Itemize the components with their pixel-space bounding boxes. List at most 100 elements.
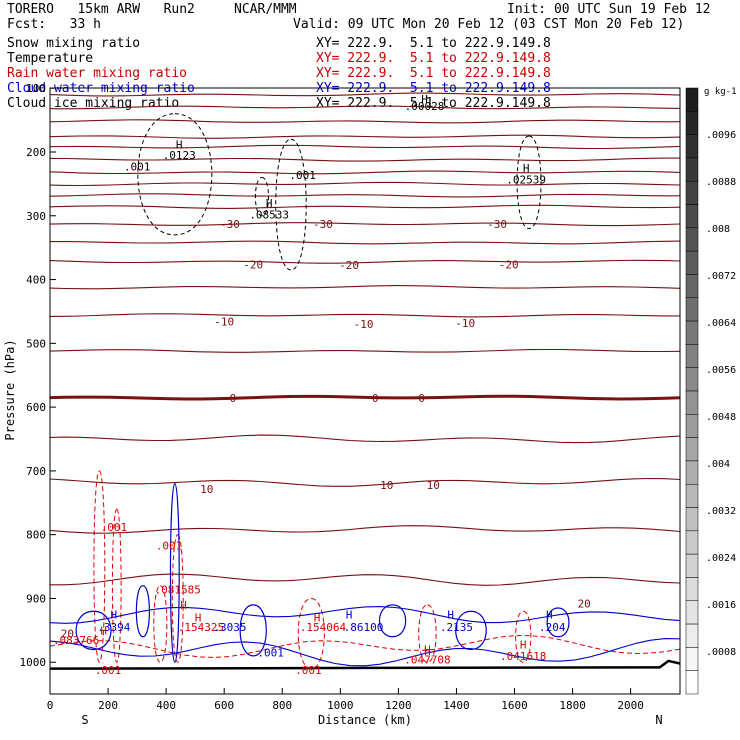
isotherm-line bbox=[49, 193, 680, 198]
rain-label: H bbox=[100, 624, 107, 637]
cloud-ice-label: H bbox=[266, 197, 273, 210]
isotherm-label: -20 bbox=[243, 258, 263, 271]
colorbar-tick-label: .0096 bbox=[706, 130, 736, 141]
isotherm-label: 0 bbox=[372, 392, 379, 405]
legend-temperature: Temperature bbox=[7, 51, 94, 66]
colorbar: g kg-1 .0096 .0088 .008 .0072 .0064 .0056 .0048… bbox=[685, 87, 737, 695]
y-tick-label: 700 bbox=[26, 465, 46, 478]
colorbar-tick-label: .0008 bbox=[706, 647, 736, 658]
isotherm-line bbox=[49, 170, 681, 175]
isotherm-line bbox=[49, 313, 680, 318]
rain-label: .083766 bbox=[53, 634, 99, 647]
isotherm-line bbox=[49, 525, 681, 534]
plot-frame bbox=[49, 87, 681, 695]
end-label-south: S bbox=[81, 713, 88, 727]
cloud-water-label: .204 bbox=[539, 621, 566, 634]
isotherm-line bbox=[49, 348, 681, 353]
isotherm-line bbox=[49, 285, 681, 290]
y-tick-label: 900 bbox=[26, 592, 46, 605]
x-tick-label: 2000 bbox=[617, 699, 644, 712]
colorbar-cell bbox=[685, 483, 699, 508]
isotherm-line bbox=[49, 477, 681, 487]
isotherm-label: -30 bbox=[487, 218, 507, 231]
y-tick-label: 800 bbox=[26, 529, 46, 542]
cloud-ice-label: .00028 bbox=[405, 100, 445, 113]
isotherm-label: 0 bbox=[418, 392, 425, 405]
legend-snow: Snow mixing ratio bbox=[7, 36, 141, 51]
rain-label: .154064 bbox=[300, 621, 347, 634]
x-tick-label: 1400 bbox=[443, 699, 470, 712]
colorbar-unit: g kg-1 bbox=[704, 87, 737, 97]
cloud-ice-label: .02539 bbox=[506, 173, 546, 186]
rain-contour bbox=[515, 610, 532, 663]
colorbar-cell bbox=[685, 437, 699, 462]
cloud-water-contour bbox=[169, 483, 180, 663]
colorbar-cell bbox=[685, 670, 699, 695]
rain-label: .154325 bbox=[178, 621, 224, 634]
colorbar-cell bbox=[685, 553, 699, 578]
isotherm-line bbox=[49, 222, 681, 227]
colorbar-cell bbox=[685, 344, 699, 368]
colorbar-cell bbox=[685, 367, 699, 392]
run-name: Run2 bbox=[163, 2, 195, 17]
legend-temperature-xy: XY= 222.9. 5.1 to 222.9.149.8 bbox=[316, 51, 551, 66]
isotherm-line bbox=[49, 92, 681, 97]
cloud-ice-label: H bbox=[523, 162, 530, 175]
contour-labels: -30 -30 -30 -20 -20 -20 -10 -10 -10 0 0 0 10 10 10 20 20… bbox=[53, 93, 591, 677]
isotherm-label: 10 bbox=[200, 483, 213, 496]
rain-label: H bbox=[520, 638, 527, 651]
isotherm-label: -20 bbox=[499, 258, 519, 271]
x-tick-label: 0 bbox=[47, 699, 54, 712]
surface-line bbox=[49, 659, 681, 670]
x-tick-label: 400 bbox=[156, 699, 176, 712]
colorbar-cell bbox=[685, 414, 699, 438]
isotherm-label: -30 bbox=[313, 218, 333, 231]
end-label-north: N bbox=[655, 713, 662, 727]
rain-label: H bbox=[180, 599, 187, 612]
cloud-ice-label: H bbox=[421, 93, 428, 106]
rain-label: .001 bbox=[101, 521, 128, 534]
colorbar-tick-label: .0056 bbox=[706, 365, 736, 376]
cloud-water-contour bbox=[135, 585, 150, 638]
cloud-water-label: .001 bbox=[257, 647, 284, 660]
header-row-1: TORERO 15km ARW Run2 NCAR/MMM bbox=[7, 2, 297, 17]
y-tick-label: 200 bbox=[26, 146, 46, 159]
colorbar-cell bbox=[685, 507, 699, 532]
isotherm-line bbox=[49, 105, 681, 110]
cloud-water-contour bbox=[75, 610, 112, 651]
legend-rain-xy: XY= 222.9. 5.1 to 222.9.149.8 bbox=[316, 66, 551, 81]
rain-contour bbox=[297, 597, 325, 670]
rain-label: .001 bbox=[295, 664, 322, 677]
colorbar-tick-label: .0048 bbox=[706, 412, 736, 423]
y-tick-label: 500 bbox=[26, 337, 46, 350]
cloud-water-label: H bbox=[111, 608, 118, 621]
cloud-ice-label: .0123 bbox=[163, 149, 196, 162]
org-name: NCAR/MMM bbox=[234, 2, 297, 17]
init-time: Init: 00 UTC Sun 19 Feb 12 bbox=[507, 2, 711, 17]
y-axis-label: Pressure (hPa) bbox=[3, 339, 17, 440]
rain-label: .001 bbox=[156, 540, 183, 553]
isotherm-line bbox=[49, 144, 681, 150]
rain-label: H bbox=[424, 643, 431, 656]
isotherm-line bbox=[49, 181, 681, 187]
rain-label: .041618 bbox=[500, 650, 546, 663]
isotherm-label: -10 bbox=[214, 316, 234, 329]
cloud-water-contour bbox=[49, 606, 681, 624]
model-resolution: 15km ARW bbox=[77, 2, 141, 17]
temperature-isotherms bbox=[49, 92, 681, 670]
isotherm-line bbox=[49, 394, 681, 401]
colorbar-tick-label: .0064 bbox=[706, 318, 736, 329]
legend-cloud-ice-xy: XY= 222.9. 5.1 to 222.9.149.8 bbox=[316, 96, 551, 111]
rain-label: H bbox=[195, 612, 202, 625]
x-tick-label: 800 bbox=[272, 699, 292, 712]
isotherm-line bbox=[50, 573, 681, 586]
y-tick-label: 100 bbox=[26, 82, 46, 95]
colorbar-tick-label: .0088 bbox=[706, 177, 736, 188]
cloud-ice-label: .08533 bbox=[249, 209, 289, 222]
isotherm-line bbox=[49, 259, 681, 264]
rain-contour bbox=[93, 470, 106, 663]
x-tick-label: 1000 bbox=[327, 699, 354, 712]
rain-contour bbox=[111, 508, 122, 663]
cloud-ice-label: .001 bbox=[289, 169, 316, 182]
